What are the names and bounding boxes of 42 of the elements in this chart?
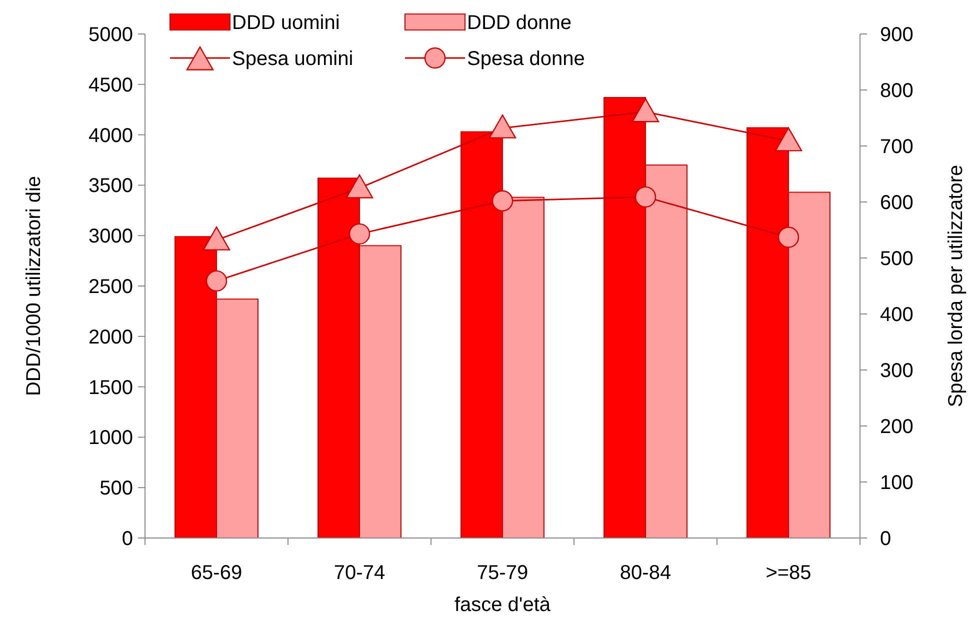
point [348,223,370,245]
y2-tick-label: 400 [880,304,914,326]
y-tick-label: 0 [122,528,133,550]
y2-tick-label: 600 [880,192,914,214]
point [634,186,656,208]
y-tick-label: 3500 [88,175,133,198]
x-tick-label: 70-74 [334,562,386,584]
y2-tick-label: 300 [880,360,914,382]
legend-label: Spesa uomini [232,48,354,70]
y-axis-title: DDD/1000 utilizzatori die [23,176,45,396]
y-tick-label: 4500 [88,74,133,96]
legend-label: Spesa donne [467,48,585,70]
legend-label: DDD uomini [232,12,340,34]
point [206,270,228,292]
x-tick-label: 80-84 [620,562,672,584]
y2-tick-label: 0 [880,528,892,550]
legend-label: DDD donne [467,12,572,34]
y-tick-label: 1000 [88,427,133,450]
y2-tick-label: 700 [880,136,914,158]
y-tick-label: 1500 [88,376,133,399]
y-tick-label: 5000 [88,24,133,46]
y2-tick-label: 100 [880,472,914,494]
y2-tick-label: 200 [880,416,914,438]
y-tick-label: 3000 [88,226,133,248]
y2-tick-label: 900 [880,24,914,46]
point [774,127,802,152]
point [488,114,516,138]
y2-axis-title: Spesa lorda per utilizzatore [945,164,967,408]
x-tick-label: >=85 [766,562,812,584]
x-tick-label: 65-69 [190,562,242,584]
y-tick-label: 2500 [88,276,133,298]
point [778,226,800,248]
y-tick-label: 2000 [88,326,133,348]
x-tick-label: 75-79 [476,562,528,584]
x-axis-title: fasce d'età [454,594,552,616]
y-tick-label: 4000 [88,124,133,147]
y2-tick-label: 800 [880,80,914,102]
point [346,174,374,198]
y2-tick-label: 500 [880,248,914,270]
point [492,190,514,212]
point [632,98,660,122]
y-tick-label: 500 [100,478,133,500]
